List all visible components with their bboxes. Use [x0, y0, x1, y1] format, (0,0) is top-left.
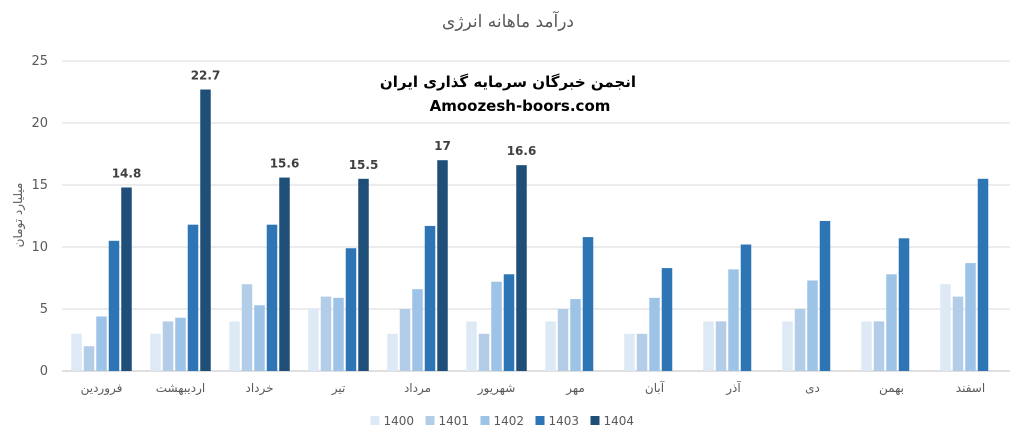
y-tick-label: 15: [31, 178, 48, 193]
bar-1401-1: [83, 346, 95, 371]
bar-1400-1: [71, 333, 82, 371]
data-label: 15.5: [349, 158, 379, 172]
legend-swatch-1402: [480, 416, 490, 425]
gridlines: [62, 60, 1010, 372]
y-tick-label: 10: [31, 240, 48, 255]
category-label: مرداد: [404, 381, 431, 396]
category-label: اردیبهشت: [156, 381, 205, 396]
category-label: تیر: [331, 381, 346, 396]
bar-1402-1: [96, 316, 107, 371]
bar-1403-10: [819, 220, 831, 371]
bar-1401-3: [241, 284, 253, 371]
y-tick-label: 25: [31, 54, 48, 69]
bar-1402-11: [886, 274, 897, 371]
legend-label-1404: 1404: [604, 414, 635, 428]
data-label: 17: [434, 139, 451, 153]
bar-1402-12: [965, 263, 976, 371]
legend-swatch-1401: [425, 416, 435, 425]
bar-1403-9: [740, 244, 752, 371]
bar-1401-11: [873, 321, 885, 371]
bar-1400-3: [229, 321, 240, 371]
bar-1401-12: [952, 296, 964, 371]
data-label: 16.6: [507, 144, 537, 158]
legend-swatch-1404: [590, 416, 600, 425]
y-tick-label: 0: [40, 364, 48, 379]
legend-swatch-1400: [370, 416, 380, 425]
bar-1402-9: [728, 269, 739, 371]
bar-1403-11: [898, 238, 910, 371]
y-tick-label: 20: [31, 116, 48, 131]
bar-1400-8: [624, 333, 635, 371]
bar-1403-1: [108, 240, 120, 371]
bar-1402-5: [412, 289, 423, 371]
bars: [71, 89, 989, 372]
bar-1403-5: [424, 225, 436, 371]
bar-1400-11: [861, 321, 872, 371]
data-label: 15.6: [270, 157, 300, 171]
bar-1403-8: [661, 268, 673, 371]
bar-1400-10: [782, 321, 793, 371]
bar-1401-4: [320, 296, 332, 371]
legend-label-1400: 1400: [384, 414, 415, 428]
bar-1401-6: [478, 333, 490, 371]
bar-1402-4: [333, 297, 344, 371]
legend-label-1401: 1401: [439, 414, 470, 428]
category-label: فروردین: [81, 381, 123, 396]
bar-1400-5: [387, 333, 398, 371]
watermark-line-2: Amoozesh-boors.com: [430, 97, 611, 115]
bar-1400-2: [150, 333, 161, 371]
category-label: اسفند: [956, 381, 985, 395]
chart-title: درآمد ماهانه انرژی: [442, 10, 574, 32]
legend: 1400 1401 1402 1403 1404: [370, 414, 635, 428]
category-label: خرداد: [245, 381, 273, 396]
bar-1403-12: [977, 178, 989, 371]
bar-1404-6: [516, 165, 527, 371]
legend-label-1403: 1403: [549, 414, 580, 428]
category-labels: فروردین اردیبهشت خرداد تیر مرداد شهریور مهر آبا…: [81, 380, 986, 396]
bar-1404-2: [200, 89, 211, 372]
category-label: مهر: [565, 381, 585, 396]
y-tick-label: 5: [40, 302, 48, 317]
data-label: 22.7: [191, 69, 221, 83]
y-axis-label: میلیارد تومان: [11, 183, 26, 248]
bar-1404-1: [121, 187, 132, 371]
bar-1400-6: [466, 321, 477, 371]
category-label: آذر: [725, 380, 741, 396]
bar-1402-10: [807, 280, 818, 371]
legend-swatch-1403: [535, 416, 545, 425]
bar-1402-8: [649, 297, 660, 371]
data-label: 14.8: [112, 166, 142, 180]
bar-1401-2: [162, 321, 174, 371]
bar-1404-4: [358, 178, 369, 371]
bar-1402-7: [570, 299, 581, 371]
bar-1403-3: [266, 224, 278, 371]
bar-1401-8: [636, 333, 648, 371]
bar-1403-2: [187, 224, 199, 371]
data-labels: 14.8 22.7 15.6 15.5 17 16.6: [112, 69, 537, 181]
bar-1400-4: [308, 309, 319, 371]
category-label: شهریور: [477, 381, 516, 396]
bar-1403-4: [345, 248, 357, 371]
bar-1400-9: [703, 321, 714, 371]
bar-1402-2: [175, 317, 186, 371]
bar-1402-3: [254, 305, 265, 371]
bar-1401-7: [557, 309, 569, 371]
bar-1403-6: [503, 274, 515, 371]
y-tick-labels: 0 5 10 15 20 25: [31, 54, 48, 379]
bar-1401-10: [794, 309, 806, 371]
category-label: بهمن: [879, 381, 904, 396]
category-label: آبان: [645, 380, 665, 395]
bar-1401-9: [715, 321, 727, 371]
legend-label-1402: 1402: [494, 414, 525, 428]
bar-1403-7: [582, 237, 594, 371]
bar-1400-12: [940, 284, 951, 371]
category-label: دی: [805, 381, 820, 395]
bar-1402-6: [491, 281, 502, 371]
watermark-line-1: انجمن خبرگان سرمایه گذاری ایران: [380, 73, 636, 91]
bar-1404-5: [437, 160, 448, 371]
bar-1404-3: [279, 177, 290, 371]
bar-1400-7: [545, 321, 556, 371]
bar-1401-5: [399, 309, 411, 371]
